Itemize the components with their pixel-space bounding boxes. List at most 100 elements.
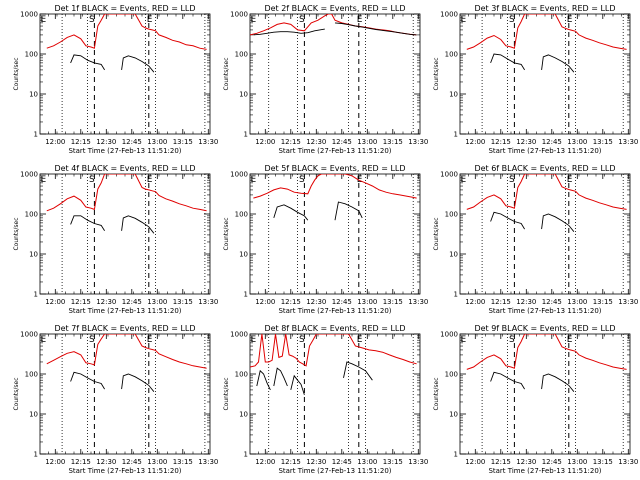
event-marker-letter: E	[41, 15, 47, 25]
events-series-line	[70, 215, 105, 232]
x-axis-label: Start Time (27-Feb-13 11:51:20)	[68, 147, 181, 155]
lld-series-line	[250, 334, 417, 368]
event-marker-letter: S	[509, 15, 515, 25]
chart-panel-8: Det 8f BLACK = Events, RED = LLD 1 10 100 10…	[223, 324, 428, 475]
event-marker-letter: E	[41, 175, 47, 185]
events-series-line	[490, 53, 525, 71]
x-tick-label: 12:15	[281, 138, 301, 146]
x-tick-label: 12:30	[306, 138, 326, 146]
chart-title: Det 3f BLACK = Events, RED = LLD	[474, 4, 615, 13]
chart-title: Det 7f BLACK = Events, RED = LLD	[54, 324, 195, 333]
y-tick-label: 10	[239, 251, 248, 259]
chart-panel-5: Det 5f BLACK = Events, RED = LLD 1 10 100 10…	[223, 164, 428, 315]
x-tick-label: 12:45	[332, 458, 352, 466]
x-tick-label: 12:15	[71, 458, 91, 466]
x-tick-label: 12:45	[332, 138, 352, 146]
x-axis-label: Start Time (27-Feb-13 11:51:20)	[278, 467, 391, 475]
y-tick-label: 1	[34, 291, 38, 299]
y-axis-label: Counts/sec	[223, 57, 230, 90]
x-tick-label: 12:30	[96, 298, 116, 306]
x-tick-label: 13:15	[593, 298, 613, 306]
y-tick-label: 10	[449, 411, 458, 419]
plot-frame	[459, 333, 631, 455]
x-tick-label: 12:00	[45, 458, 65, 466]
y-tick-label: 100	[235, 51, 248, 59]
x-tick-label: 13:15	[173, 298, 193, 306]
y-tick-label: 100	[25, 51, 38, 59]
x-axis-label: Start Time (27-Feb-13 11:51:20)	[68, 467, 181, 475]
events-series-line	[490, 211, 525, 230]
event-marker-letter: S	[89, 175, 95, 185]
x-axis-label: Start Time (27-Feb-13 11:51:20)	[278, 147, 391, 155]
events-series-line	[256, 369, 271, 391]
y-axis-label: Counts/sec	[13, 377, 20, 410]
y-axis-label: Counts/sec	[13, 217, 20, 250]
events-series-line	[253, 28, 325, 36]
x-tick-label: 12:15	[281, 298, 301, 306]
x-tick-label: 13:00	[567, 458, 587, 466]
lld-series-line	[466, 174, 627, 210]
y-axis-label: Counts/sec	[433, 217, 440, 250]
x-tick-label: 12:45	[332, 298, 352, 306]
x-tick-label: 13:30	[618, 458, 638, 466]
x-tick-label: 13:00	[147, 138, 167, 146]
events-series-line	[290, 374, 305, 396]
x-tick-label: 12:00	[255, 458, 275, 466]
chart-panel-2: Det 2f BLACK = Events, RED = LLD 1 10 100 10…	[223, 4, 428, 155]
event-marker-letter: E	[357, 15, 363, 25]
event-marker-letter: S	[89, 15, 95, 25]
y-tick-label: 1	[244, 291, 248, 299]
plot-frame	[39, 13, 211, 135]
y-tick-label: 1	[454, 291, 458, 299]
x-tick-label: 12:45	[542, 138, 562, 146]
x-tick-label: 12:45	[122, 298, 142, 306]
chart-panel-6: Det 6f BLACK = Events, RED = LLD 1 10 100 10…	[433, 164, 638, 315]
chart-title: Det 9f BLACK = Events, RED = LLD	[474, 324, 615, 333]
plot-frame	[39, 173, 211, 295]
events-series-line	[343, 361, 373, 381]
x-tick-label: 12:45	[122, 458, 142, 466]
plot-frame	[39, 333, 211, 455]
x-tick-label: 12:30	[516, 458, 536, 466]
event-marker-letter: E	[251, 335, 257, 345]
x-tick-label: 13:15	[173, 458, 193, 466]
x-tick-label: 12:00	[465, 458, 485, 466]
x-tick-label: 12:45	[542, 298, 562, 306]
y-tick-label: 100	[235, 371, 248, 379]
y-tick-label: 1	[34, 131, 38, 139]
x-tick-label: 13:15	[383, 298, 403, 306]
y-tick-label: 1	[244, 451, 248, 459]
event-marker-letter: E	[147, 335, 153, 345]
event-marker-letter: E	[461, 335, 467, 345]
event-marker-letter: E	[357, 335, 363, 345]
plot-frame	[249, 333, 421, 455]
event-marker-letter: E	[567, 335, 573, 345]
x-tick-label: 12:15	[71, 298, 91, 306]
chart-title: Det 5f BLACK = Events, RED = LLD	[264, 164, 405, 173]
event-marker-letter: S	[509, 335, 515, 345]
y-tick-label: 1000	[20, 11, 38, 19]
x-tick-label: 12:15	[281, 458, 301, 466]
event-marker-letter: S	[299, 335, 305, 345]
event-marker-letter: E	[147, 175, 153, 185]
events-series-line	[541, 373, 575, 392]
x-tick-label: 13:00	[567, 298, 587, 306]
y-tick-label: 100	[445, 371, 458, 379]
y-tick-label: 1	[454, 451, 458, 459]
events-series-line	[70, 54, 105, 71]
event-marker-letter: E	[461, 15, 467, 25]
y-tick-label: 1	[34, 451, 38, 459]
event-marker-letter: E	[357, 175, 363, 185]
x-tick-label: 12:00	[255, 298, 275, 306]
y-axis-label: Counts/sec	[223, 217, 230, 250]
chart-title: Det 1f BLACK = Events, RED = LLD	[54, 4, 195, 13]
y-tick-label: 1000	[230, 171, 248, 179]
events-series-line	[273, 204, 309, 221]
x-tick-label: 13:30	[198, 298, 218, 306]
x-tick-label: 13:00	[147, 298, 167, 306]
y-tick-label: 1000	[20, 331, 38, 339]
y-axis-label: Counts/sec	[433, 57, 440, 90]
y-tick-label: 1	[244, 131, 248, 139]
x-axis-label: Start Time (27-Feb-13 11:51:20)	[278, 307, 391, 315]
events-series-line	[541, 54, 575, 73]
